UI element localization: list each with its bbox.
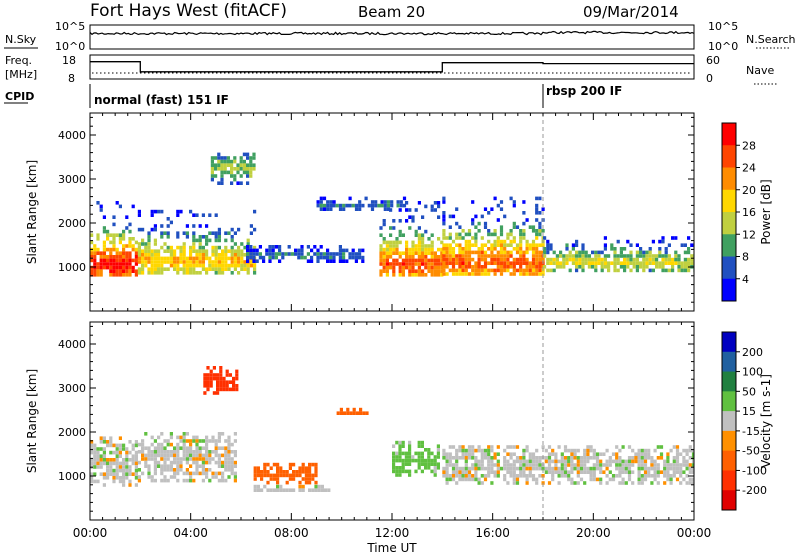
power-colorbar-swatch [722,167,736,191]
cpid-segment-rbsp: rbsp 200 IF [546,84,622,98]
velocity-ytick-label: 3000 [58,382,86,395]
velocity-colorbar-swatch [722,470,736,491]
velocity-region-3 [253,462,318,485]
nave-tick-bottom: 0 [706,72,713,85]
power-region-5 [379,201,444,277]
freq-unit: [MHz] [5,68,37,81]
power-ytick-label: 1000 [58,261,86,274]
power-colorbar-tick-label: 4 [742,273,749,286]
velocity-colorbar-tick-label: -15 [742,425,760,438]
power-region-1 [137,209,257,275]
velocity-colorbar-tick-label: -200 [742,484,767,497]
power-colorbar-tick-label: 28 [742,139,756,152]
x-tick-label: 04:00 [173,526,208,540]
freq-trace [90,61,694,73]
power-ytick-label: 2000 [58,217,86,230]
power-ytick-label: 4000 [58,129,86,142]
velocity-colorbar-swatch [722,391,736,412]
power-colorbar-tick-label: 12 [742,228,756,241]
velocity-colorbar-label: Velocity [m s-1] [759,374,773,468]
velocity-panel: 1000 2000 3000 4000 Slant Range [km] 200 100… [25,321,773,521]
velocity-region-5 [336,407,369,415]
nave-label: Nave [746,64,774,77]
velocity-region-7 [442,445,694,485]
freq-panel: Freq. [MHz] 18 8 60 0 Nave [5,54,778,85]
velocity-colorbar-tick-label: 200 [742,346,763,359]
power-colorbar-swatch [722,123,736,146]
power-colorbar-swatch [722,234,736,257]
station-title: Fort Hays West (fitACF) [90,1,287,21]
power-colorbar-tick-label: 20 [742,184,756,197]
velocity-ytick-label: 4000 [58,338,86,351]
velocity-region-4 [253,484,331,492]
date-title: 09/Mar/2014 [583,3,679,21]
power-ylabel: Slant Range [km] [25,160,39,264]
cpid-panel: CPID normal (fast) 151 IF rbsp 200 IF [4,84,622,108]
power-colorbar-label: Power [dB] [759,179,773,244]
nsky-trace [89,30,695,36]
velocity-region-6 [392,440,440,477]
velocity-colorbar-swatch [722,490,736,511]
velocity-ytick-label: 2000 [58,426,86,439]
velocity-colorbar-tick-label: 50 [742,385,756,398]
velocity-colorbar-tick-label: 100 [742,366,763,379]
x-tick-label: 12:00 [375,526,410,540]
power-region-6 [442,196,545,276]
velocity-colorbar-swatch [722,450,736,471]
velocity-region-0 [90,436,138,487]
velocity-colorbar-tick-label: -100 [742,464,767,477]
velocity-colorbar-tick-label: -50 [742,445,760,458]
power-panel: 1000 2000 3000 4000 Slant Range [km] 28 24 20… [25,112,773,312]
power-colorbar-swatch [722,189,736,213]
nsearch-tick-bottom: 10^0 [708,40,738,53]
x-tick-label: 00:00 [677,526,712,540]
power-colorbar-swatch [722,145,736,168]
velocity-colorbar-swatch [722,332,736,353]
power-region-4 [316,196,407,211]
power-colorbar-tick-label: 8 [742,251,749,264]
freq-tick-top: 18 [62,54,76,67]
nave-tick-top: 60 [706,54,720,67]
nsearch-tick-top: 10^5 [708,20,738,33]
velocity-colorbar-tick-label: 15 [742,405,756,418]
x-axis-title: Time UT [366,541,417,554]
power-colorbar-tick-label: 16 [742,206,756,219]
nsky-panel: N.Sky 10^5 10^0 10^5 10^0 N.Search [4,20,796,53]
x-tick-label: 00:00 [73,526,108,540]
x-tick-label: 20:00 [576,526,611,540]
velocity-colorbar-swatch [722,411,736,432]
cpid-segment-normal: normal (fast) 151 IF [94,93,229,107]
nsky-tick-top: 10^5 [55,20,85,33]
velocity-colorbar-swatch [722,371,736,392]
nsky-label: N.Sky [5,33,37,46]
power-colorbar-tick-label: 24 [742,162,756,175]
velocity-colorbar-frame [721,331,737,511]
velocity-colorbar-swatch [722,430,736,452]
velocity-colorbar-swatch [722,351,736,373]
nsearch-label: N.Search [746,33,796,46]
power-region-7 [543,236,694,273]
x-tick-label: 16:00 [475,526,510,540]
freq-tick-bottom: 8 [68,72,75,85]
x-tick-label: 08:00 [274,526,309,540]
velocity-ytick-label: 1000 [58,470,86,483]
velocity-region-2 [203,366,239,395]
velocity-region-1 [137,432,237,483]
beam-title: Beam 20 [358,3,425,21]
power-colorbar-swatch [722,278,736,302]
cpid-label: CPID [5,90,34,103]
power-region-3 [246,245,365,263]
power-region-0 [90,201,138,277]
velocity-ylabel: Slant Range [km] [25,369,39,473]
power-colorbar-swatch [722,212,736,235]
power-ytick-label: 3000 [58,173,86,186]
nsky-tick-bottom: 10^0 [55,40,85,53]
power-colorbar-swatch [722,256,736,280]
power-region-2 [210,152,256,185]
freq-label: Freq. [5,54,32,67]
